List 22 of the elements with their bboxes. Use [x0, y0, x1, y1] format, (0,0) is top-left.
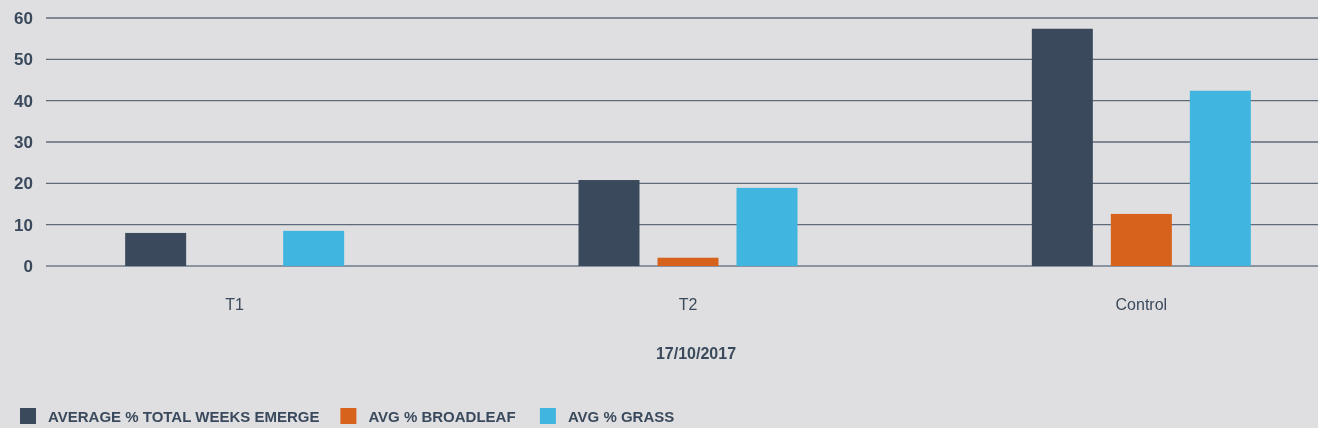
legend-label: AVG % BROADLEAF	[368, 408, 516, 425]
y-tick-label: 50	[14, 50, 33, 70]
bar	[1189, 90, 1251, 266]
bar	[736, 187, 798, 266]
x-tick-label: T2	[678, 296, 698, 313]
x-tick-label: Control	[1115, 296, 1168, 313]
y-tick-label: 40	[14, 91, 33, 111]
x-axis-title: 17/10/2017	[655, 345, 737, 362]
y-tick-label: 30	[14, 132, 33, 152]
bar	[1110, 213, 1172, 266]
bar	[657, 257, 719, 266]
bar	[283, 230, 345, 266]
x-tick-label: T1	[225, 296, 245, 313]
bar	[125, 232, 187, 266]
legend-label: AVERAGE % TOTAL WEEKS EMERGE	[48, 408, 320, 425]
bar	[578, 180, 640, 266]
y-tick-label: 0	[23, 256, 33, 276]
y-tick-label: 60	[14, 8, 33, 28]
y-tick-label: 10	[14, 215, 33, 235]
bar	[1031, 28, 1093, 266]
legend-label: AVG % GRASS	[567, 408, 675, 425]
y-tick-label: 20	[14, 174, 33, 194]
